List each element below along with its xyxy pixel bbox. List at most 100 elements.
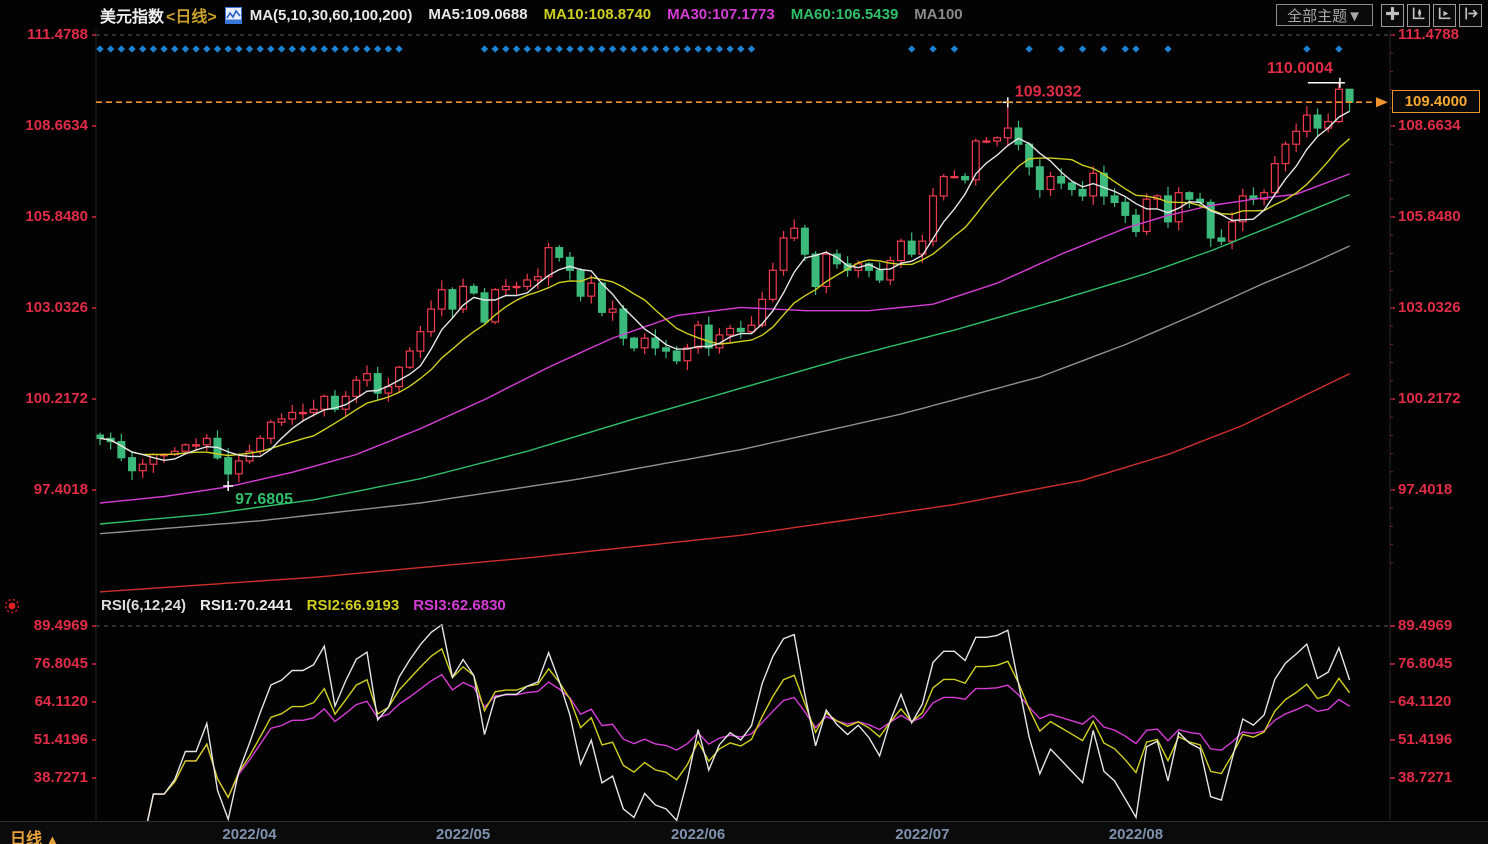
signal-dot: [619, 45, 627, 53]
candle: [619, 308, 628, 339]
rsi-value-label: 51.4196: [33, 731, 88, 748]
candle: [416, 331, 425, 352]
candle: [1174, 192, 1183, 223]
signal-dot: [320, 45, 328, 53]
candle: [672, 350, 681, 362]
price-annotation: 97.6805: [235, 491, 293, 508]
signal-dot: [1025, 45, 1033, 53]
candle: [587, 282, 596, 297]
candle: [405, 350, 414, 368]
signal-dot: [705, 45, 713, 53]
time-axis-bar[interactable]: 日线 ▲ 2022/04 2022/05 2022/06 2022/07 2022/08: [0, 821, 1488, 844]
candle: [202, 437, 211, 446]
candle: [1142, 198, 1151, 233]
candle: [800, 227, 809, 255]
signal-dot: [630, 45, 638, 53]
signal-dot: [1335, 45, 1343, 53]
rsi-value-label: 76.8045: [33, 655, 88, 672]
export-pane-icon: [1463, 6, 1478, 24]
signal-dot: [673, 45, 681, 53]
candle: [1035, 166, 1044, 191]
rsi-value-label: 89.4969: [1398, 617, 1453, 634]
signal-dot: [352, 45, 360, 53]
candle: [1334, 88, 1343, 123]
ma-value: MA60:106.5439: [790, 6, 899, 23]
candle: [1238, 195, 1247, 223]
candle: [1249, 195, 1258, 200]
signal-dot: [374, 45, 382, 53]
signal-dot: [341, 45, 350, 53]
candle: [736, 327, 745, 333]
y-axis-indicator-icon: [1437, 6, 1452, 24]
candle: [352, 379, 361, 397]
price-annotation: 110.0004: [1267, 60, 1333, 77]
price-axis-right[interactable]: 111.4788 108.6634 105.8480 103.0326 100.2172…: [1390, 0, 1488, 844]
candle: [533, 276, 542, 281]
signal-dot: [256, 45, 264, 53]
y-axis-scale-button[interactable]: [1407, 3, 1430, 27]
ma200-line: [99, 373, 1350, 593]
ma-values-group: MA5:109.0688 MA10:108.8740 MA30:107.1773 MA…: [412, 6, 962, 24]
rsi-value-label: 38.7271: [33, 769, 88, 786]
candle: [555, 247, 564, 258]
y-axis-indicator-button[interactable]: [1433, 3, 1456, 27]
signal-dot: [1132, 45, 1140, 53]
pan-move-button[interactable]: [1381, 3, 1404, 27]
signal-dot: [683, 45, 692, 53]
ma60-line: [99, 193, 1350, 525]
signal-dot: [1078, 45, 1087, 53]
candle: [1046, 175, 1055, 191]
candle: [128, 457, 137, 472]
signal-dot: [171, 45, 179, 53]
candle: [106, 437, 115, 443]
candle: [1131, 214, 1140, 233]
signal-dot: [566, 45, 574, 53]
signal-dot: [1164, 45, 1172, 53]
signal-dot: [117, 45, 126, 53]
signal-dot: [737, 45, 745, 53]
signal-dot: [160, 45, 168, 53]
signal-dot: [502, 45, 510, 53]
candle: [907, 240, 916, 255]
ma-value: MA100: [914, 6, 963, 23]
candle: [523, 279, 532, 288]
theme-dropdown[interactable]: 全部主题▼: [1276, 4, 1373, 26]
signal-dot: [608, 45, 617, 53]
period-selector[interactable]: 日线 ▲: [10, 825, 59, 844]
signal-dot: [107, 45, 115, 53]
candle: [662, 347, 671, 352]
rsi-value-label: 76.8045: [1398, 655, 1453, 672]
candle: [640, 337, 649, 349]
candle: [1014, 127, 1023, 145]
candle: [330, 395, 339, 410]
export-pane-button[interactable]: [1459, 3, 1482, 27]
candle: [1345, 88, 1354, 103]
candle: [149, 453, 158, 465]
candle: [363, 373, 372, 381]
candle: [1003, 127, 1012, 139]
symbol-period: <日线>: [166, 9, 217, 26]
mini-chart-icon[interactable]: [224, 6, 242, 24]
signal-dot: [1100, 45, 1108, 53]
signal-dot: [555, 45, 563, 53]
signal-dot: [534, 45, 542, 53]
signal-dot: [598, 45, 606, 53]
rsi-values-group: RSI(6,12,24) RSI1:70.2441 RSI2:66.9193 RSI3…: [21, 597, 506, 615]
candle: [427, 308, 436, 333]
rsi-value-label: 51.4196: [1398, 731, 1453, 748]
candle: [950, 175, 959, 179]
candle: [683, 347, 692, 362]
candle: [437, 289, 446, 310]
signal-dot: [662, 45, 670, 53]
candle: [1185, 192, 1194, 200]
candle: [779, 237, 788, 271]
signal-dot: [235, 45, 243, 53]
candle: [1228, 221, 1237, 242]
candle: [1078, 188, 1087, 197]
triangle-up-icon: ▲: [46, 832, 59, 844]
record-indicator-icon: [3, 597, 21, 615]
candle: [512, 285, 521, 289]
signal-dot: [512, 45, 521, 53]
